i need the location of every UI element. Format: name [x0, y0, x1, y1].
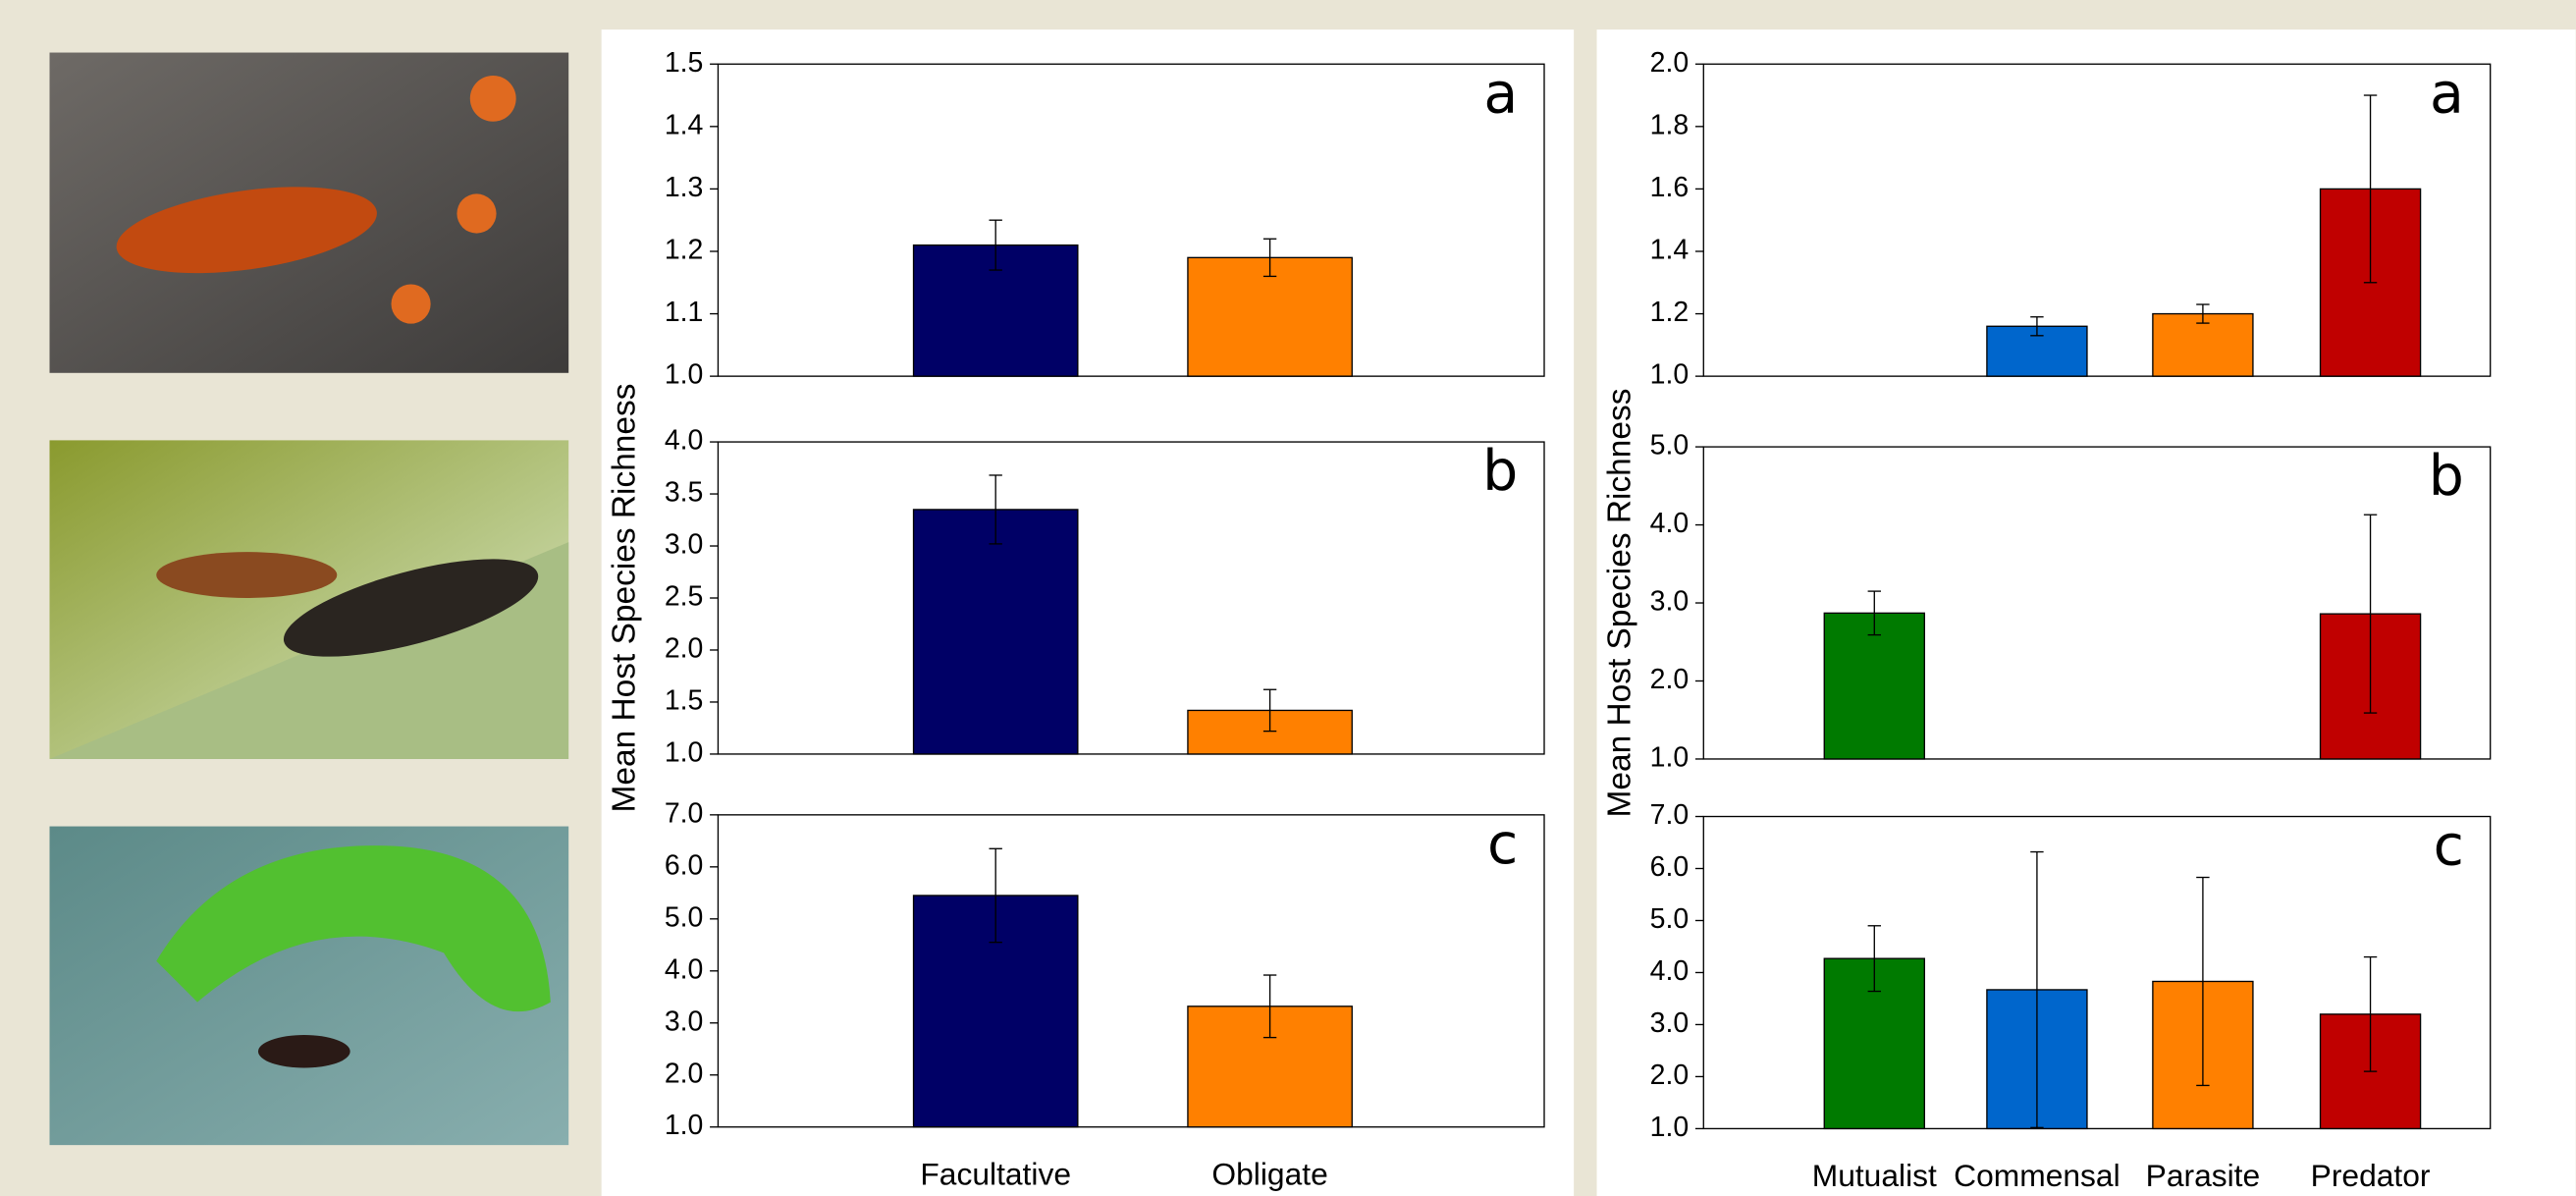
y-tick-label: 3.0 [665, 529, 704, 561]
y-tick-label: 2.0 [665, 1058, 704, 1089]
photo-2 [49, 440, 569, 759]
y-tick-label: 1.0 [665, 736, 704, 768]
y-tick-label: 1.0 [665, 359, 704, 391]
y-tick-label: 2.0 [665, 632, 704, 664]
y-tick-label: 1.1 [665, 297, 704, 328]
plot-frame [1702, 63, 2492, 377]
y-tick-label: 1.4 [1650, 234, 1690, 265]
y-tick-label: 5.0 [665, 901, 704, 933]
y-tick-label: 4.0 [1650, 955, 1690, 987]
y-tick-label: 2.0 [1650, 47, 1690, 79]
y-axis-label: Mean Host Species Richness [1601, 389, 1637, 818]
photo-3 [49, 826, 569, 1146]
y-tick-label: 7.0 [1650, 799, 1690, 831]
plot-frame [717, 63, 1545, 377]
y-tick-label: 4.0 [665, 425, 704, 457]
y-tick-label: 2.0 [1650, 664, 1690, 695]
panel-letter: a [2430, 61, 2464, 126]
y-tick-label: 1.6 [1650, 172, 1690, 203]
x-tick-label: Commensal [1954, 1158, 2120, 1193]
x-tick-label: Predator [2311, 1158, 2431, 1193]
y-tick-label: 1.5 [665, 684, 704, 716]
bar [1823, 612, 1925, 760]
x-tick-label: Obligate [1211, 1156, 1327, 1191]
y-tick-label: 4.0 [665, 953, 704, 985]
panel-letter: c [2434, 814, 2464, 879]
y-tick-label: 3.0 [1650, 1007, 1690, 1039]
y-tick-label: 4.0 [1650, 508, 1690, 539]
bar [2152, 312, 2254, 377]
panel-letter: b [1482, 439, 1518, 504]
photo-1 [49, 52, 569, 373]
x-tick-label: Facultative [920, 1156, 1071, 1191]
y-tick-label: 1.0 [1650, 359, 1690, 391]
y-tick-label: 5.0 [1650, 430, 1690, 462]
x-tick-label: Parasite [2146, 1158, 2261, 1193]
panel-letter: a [1483, 61, 1518, 126]
y-tick-label: 6.0 [1650, 851, 1690, 883]
y-tick-label: 7.0 [665, 797, 704, 829]
y-tick-label: 2.0 [1650, 1060, 1690, 1091]
y-tick-label: 1.5 [665, 47, 704, 79]
y-tick-label: 3.0 [1650, 586, 1690, 618]
y-tick-label: 1.3 [665, 172, 704, 203]
x-tick-label: Mutualist [1812, 1158, 1937, 1193]
y-tick-label: 3.5 [665, 477, 704, 509]
y-tick-label: 1.8 [1650, 109, 1690, 140]
bar [1187, 256, 1353, 377]
y-tick-label: 5.0 [1650, 903, 1690, 935]
bar [912, 509, 1079, 755]
y-tick-label: 1.0 [665, 1110, 704, 1141]
y-tick-label: 1.2 [665, 234, 704, 265]
panel-letter: c [1487, 812, 1518, 877]
y-tick-label: 1.0 [1650, 1112, 1690, 1143]
y-tick-label: 6.0 [665, 849, 704, 881]
y-tick-label: 1.4 [665, 109, 704, 140]
y-axis-label: Mean Host Species Richness [607, 384, 643, 813]
y-tick-label: 3.0 [665, 1006, 704, 1037]
y-tick-label: 1.2 [1650, 297, 1690, 328]
left-panel [601, 29, 1575, 1196]
y-tick-label: 2.5 [665, 581, 704, 613]
y-tick-label: 1.0 [1650, 741, 1690, 773]
panel-letter: b [2429, 444, 2464, 509]
